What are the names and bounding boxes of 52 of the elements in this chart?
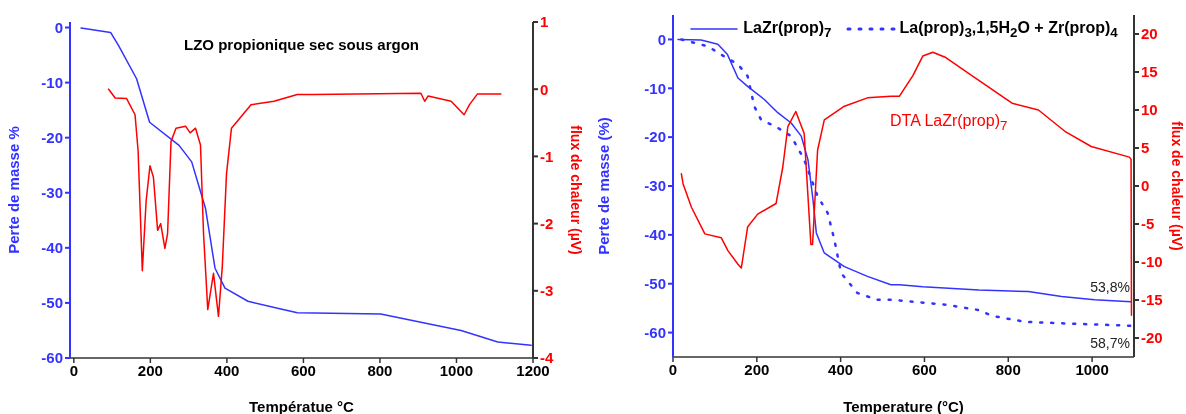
x-tick-label: 0 — [668, 360, 678, 378]
y-tick-label: -40 — [644, 226, 666, 244]
x-tick-label: 400 — [828, 360, 854, 378]
y-tick-label: 0 — [657, 30, 666, 48]
y2-tick-label: 0 — [540, 80, 549, 98]
y-tick-label: -10 — [644, 79, 666, 97]
x-tick-label: 800 — [995, 360, 1021, 378]
x-tick-label: 0 — [69, 361, 78, 379]
y2-tick-label: -2 — [540, 214, 554, 232]
y-tick-label: -30 — [41, 184, 63, 202]
line-series — [107, 88, 502, 318]
y2-tick-label: 5 — [1141, 139, 1150, 157]
y2-tick-label: 15 — [1141, 63, 1158, 81]
y2-tick-label: -5 — [1141, 215, 1155, 233]
line-series — [80, 27, 532, 347]
annotation: 53,8% — [1090, 278, 1130, 295]
y2-tick-label: 20 — [1141, 25, 1158, 43]
x-tick-label: 600 — [911, 360, 937, 378]
x-tick-label: 600 — [290, 361, 316, 379]
y2-tick-label: -20 — [1141, 329, 1163, 347]
y-tick-label: 0 — [54, 18, 63, 36]
y-tick-label: -60 — [644, 323, 666, 341]
text: LZO propionique sec sous argon — [183, 36, 420, 53]
x-tick-label: 200 — [744, 360, 770, 378]
y2-tick-label: -10 — [1141, 253, 1163, 271]
y2-tick-label: -15 — [1141, 291, 1163, 309]
y-tick-label: -20 — [644, 128, 666, 146]
y2-axis-title: flux de chaleur (µV) — [568, 125, 584, 255]
y-tick-label: -20 — [41, 129, 63, 146]
y2-tick-label: 0 — [1141, 177, 1150, 195]
y-tick-label: -40 — [41, 239, 63, 257]
y2-tick-label: 10 — [1141, 101, 1158, 119]
y2-tick-label: -1 — [540, 147, 554, 165]
x-tick-label: 1000 — [1075, 360, 1109, 378]
legend-label: La(prop)$_{3}$,1,5H$_{2}$O + Zr(prop)$_{4}$ — [899, 19, 1118, 41]
y2-axis-title: flux de chaleur (µV) — [1169, 121, 1185, 251]
y-tick-label: -60 — [41, 349, 63, 367]
x-tick-label: 200 — [137, 361, 163, 379]
y-axis-title: Perte de masse % — [5, 126, 23, 254]
y-axis-title: Perte de masse (%) — [595, 117, 613, 255]
annotation: 58,7% — [1090, 334, 1130, 351]
y-tick-label: -50 — [41, 294, 63, 312]
x-tick-label: 1000 — [439, 361, 474, 379]
y-tick-label: -30 — [644, 177, 666, 195]
legend-label: LaZr(prop)$_{7}$ — [743, 19, 832, 41]
x-tick-label: 800 — [367, 361, 393, 379]
y2-tick-label: -3 — [540, 282, 554, 300]
series-label: DTA LaZr(prop)$_{7}$ — [890, 112, 1008, 134]
y-tick-label: -10 — [41, 73, 63, 91]
x-tick-label: 400 — [214, 361, 240, 379]
y-tick-label: -50 — [644, 275, 666, 293]
y2-tick-label: 1 — [540, 13, 549, 31]
